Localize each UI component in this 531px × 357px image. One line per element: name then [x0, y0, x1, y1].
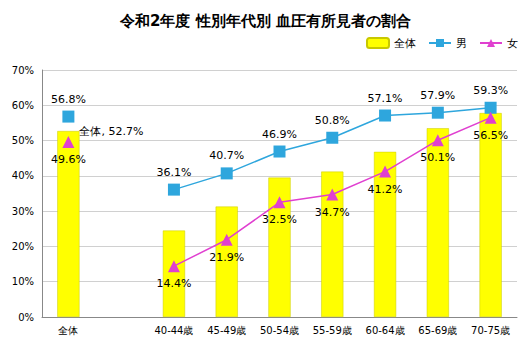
svg-text:55-59歳: 55-59歳: [313, 325, 352, 336]
svg-text:59.3%: 59.3%: [473, 84, 508, 97]
svg-text:56.5%: 56.5%: [473, 129, 508, 142]
svg-text:50.8%: 50.8%: [315, 114, 350, 127]
svg-text:50.1%: 50.1%: [420, 151, 455, 164]
svg-text:34.7%: 34.7%: [315, 206, 350, 219]
svg-text:57.9%: 57.9%: [420, 89, 455, 102]
svg-text:70-75歳: 70-75歳: [471, 325, 510, 336]
svg-text:65-69歳: 65-69歳: [418, 325, 457, 336]
svg-text:46.9%: 46.9%: [262, 128, 297, 141]
svg-text:21.9%: 21.9%: [209, 251, 244, 264]
svg-text:56.8%: 56.8%: [51, 93, 86, 106]
svg-text:30%: 30%: [12, 206, 34, 217]
svg-text:40-44歳: 40-44歳: [154, 325, 193, 336]
svg-text:全体: 全体: [58, 325, 78, 336]
svg-text:10%: 10%: [12, 276, 34, 287]
svg-text:40%: 40%: [12, 170, 34, 181]
svg-text:全体, 52.7%: 全体, 52.7%: [79, 125, 143, 138]
svg-text:令和2年度 性別年代別 血圧有所見者の割合: 令和2年度 性別年代別 血圧有所見者の割合: [119, 12, 411, 30]
svg-text:41.2%: 41.2%: [368, 183, 403, 196]
svg-text:14.4%: 14.4%: [156, 277, 191, 290]
svg-text:60-64歳: 60-64歳: [366, 325, 405, 336]
svg-text:60%: 60%: [12, 100, 34, 111]
svg-text:男: 男: [456, 37, 467, 50]
svg-text:50-54歳: 50-54歳: [260, 325, 299, 336]
svg-text:70%: 70%: [12, 65, 34, 76]
svg-text:0%: 0%: [18, 312, 34, 323]
svg-text:全体: 全体: [394, 37, 416, 50]
svg-text:20%: 20%: [12, 241, 34, 252]
svg-text:32.5%: 32.5%: [262, 213, 297, 226]
svg-text:57.1%: 57.1%: [368, 92, 403, 105]
svg-text:36.1%: 36.1%: [156, 166, 191, 179]
svg-text:女: 女: [507, 37, 518, 50]
svg-text:40.7%: 40.7%: [209, 149, 244, 162]
svg-text:50%: 50%: [12, 135, 34, 146]
svg-text:49.6%: 49.6%: [51, 153, 86, 166]
svg-text:45-49歳: 45-49歳: [207, 325, 246, 336]
